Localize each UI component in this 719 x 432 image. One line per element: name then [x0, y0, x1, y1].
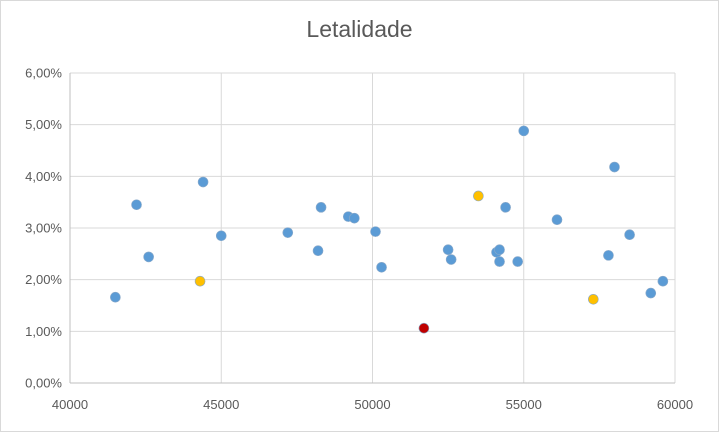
- data-point: [603, 250, 614, 261]
- x-tick-label: 45000: [203, 397, 239, 412]
- x-tick-label: 40000: [52, 397, 88, 412]
- data-point: [624, 229, 635, 241]
- y-tick-label: 6,00%: [25, 66, 62, 81]
- data-point: [645, 287, 657, 299]
- data-point: [494, 256, 505, 267]
- x-tick-label: 60000: [657, 397, 693, 412]
- data-point: [315, 202, 327, 213]
- data-point: [110, 291, 121, 303]
- data-point: [657, 275, 669, 287]
- tick-labels: 0,00% 1,00% 2,00% 3,00% 4,00% 5,00% 6,00% 40000…: [25, 66, 693, 413]
- data-point: [445, 254, 457, 265]
- data-point: [282, 227, 294, 238]
- data-point: [215, 230, 227, 242]
- chart-title: Letalidade: [306, 16, 413, 42]
- data-point: [349, 212, 360, 224]
- data-point: [494, 244, 505, 255]
- data-point: [500, 202, 511, 213]
- data-point: [442, 244, 454, 255]
- x-tick-label: 50000: [354, 397, 390, 412]
- data-point: [194, 275, 206, 287]
- y-tick-label: 5,00%: [25, 117, 62, 132]
- y-tick-label: 4,00%: [25, 169, 62, 184]
- data-points: [110, 125, 669, 334]
- y-tick-label: 2,00%: [25, 272, 62, 287]
- x-tick-label: 55000: [506, 397, 542, 412]
- data-point: [512, 256, 524, 267]
- data-point: [551, 214, 563, 226]
- data-point: [609, 161, 620, 173]
- data-point: [376, 261, 387, 273]
- data-point: [588, 293, 599, 305]
- data-point: [143, 251, 154, 263]
- data-point: [518, 125, 530, 137]
- axis-lines: [69, 73, 675, 384]
- data-point: [418, 322, 430, 334]
- data-point: [312, 245, 324, 257]
- data-point: [473, 190, 484, 202]
- y-tick-label: 0,00%: [25, 376, 62, 391]
- data-point: [197, 176, 209, 188]
- y-tick-label: 3,00%: [25, 221, 62, 236]
- data-point: [131, 199, 142, 211]
- y-tick-label: 1,00%: [25, 324, 62, 339]
- data-point: [370, 226, 381, 237]
